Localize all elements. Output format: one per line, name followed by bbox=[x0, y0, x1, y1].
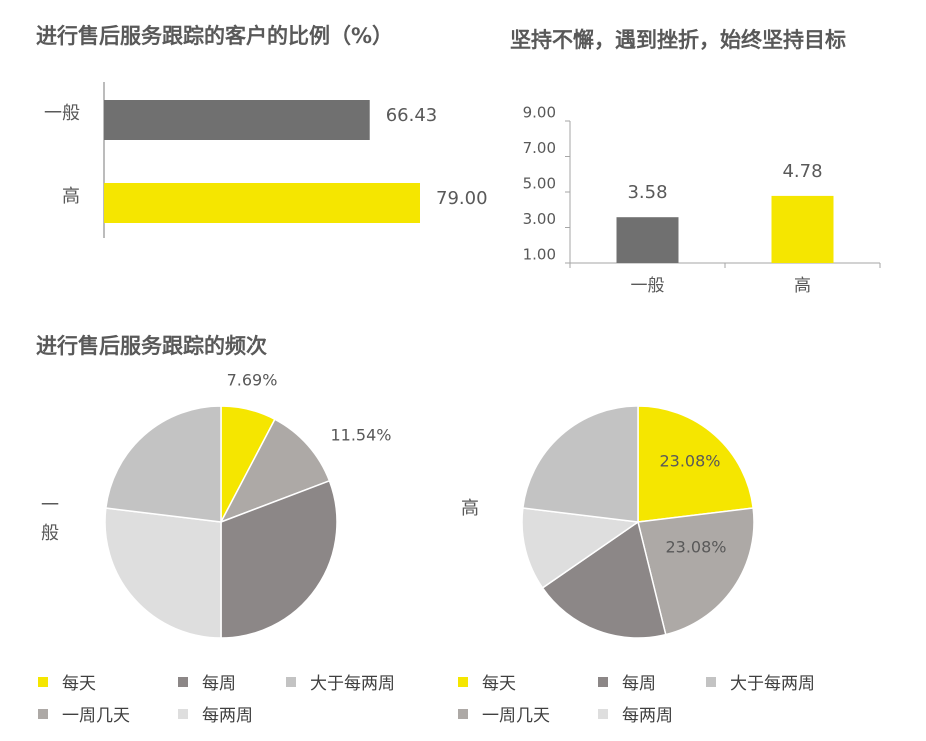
pie2-group-label: 高 bbox=[461, 498, 479, 519]
right-legend-label: 一周几天 bbox=[482, 706, 550, 726]
chart2-value-label-1: 4.78 bbox=[782, 161, 822, 182]
left-legend-label: 每周 bbox=[202, 674, 236, 694]
pie1-slice-2 bbox=[220, 479, 338, 639]
pie1-slice-3 bbox=[104, 507, 222, 639]
right-legend-item: 大于每两周 bbox=[706, 669, 815, 694]
right-legend-label: 每天 bbox=[482, 674, 516, 694]
pie1-group-label-char-0: 一 bbox=[41, 495, 59, 516]
left-legend-swatch bbox=[178, 676, 188, 687]
pie2-slice-4 bbox=[522, 405, 639, 523]
chart2-category-label-1: 高 bbox=[794, 276, 811, 296]
charts-canvas: 66.43 一般 79.00 高 1.00 3.00 5.00 7.00 9.00 3.58 一般 4… bbox=[41, 82, 881, 639]
right-legend-swatch bbox=[458, 708, 468, 719]
chart2-ytick-label-1: 3.00 bbox=[523, 210, 556, 228]
left-legend-item: 每天 bbox=[38, 669, 96, 694]
right-legend-label: 大于每两周 bbox=[730, 674, 815, 694]
left-legend-swatch bbox=[286, 676, 296, 687]
chart2-ytick-label-3: 7.00 bbox=[523, 139, 556, 157]
left-legend-swatch bbox=[178, 708, 188, 719]
pie2-value-label-0: 23.08% bbox=[659, 452, 720, 471]
right-legend-swatch bbox=[458, 676, 468, 687]
left-legend-swatch bbox=[38, 676, 48, 687]
right-legend-item: 一周几天 bbox=[458, 701, 550, 726]
left-legend-item: 每周 bbox=[178, 669, 236, 694]
pie2-value-label-1: 23.08% bbox=[665, 538, 726, 557]
right-legend-label: 每两周 bbox=[622, 706, 673, 726]
chart2-bar-0 bbox=[616, 217, 679, 263]
chart2-ytick-label-4: 9.00 bbox=[523, 104, 556, 122]
right-legend-swatch bbox=[598, 676, 608, 687]
right-legend-item: 每天 bbox=[458, 669, 516, 694]
chart2-category-label-0: 一般 bbox=[631, 276, 665, 296]
left-legend-label: 大于每两周 bbox=[310, 674, 395, 694]
chart2-value-label-0: 3.58 bbox=[627, 182, 667, 203]
chart1-value-label-0: 66.43 bbox=[386, 105, 438, 126]
left-legend-label: 一周几天 bbox=[62, 706, 130, 726]
pie2-slice-1 bbox=[637, 507, 755, 636]
left-legend-item: 每两周 bbox=[178, 701, 253, 726]
chart1-title: 进行售后服务跟踪的客户的比例（%） bbox=[36, 24, 394, 48]
pie1-group-label-char-1: 般 bbox=[41, 523, 59, 544]
chart3-title: 进行售后服务跟踪的频次 bbox=[36, 334, 267, 358]
pie1-slice-1 bbox=[219, 418, 331, 524]
left-legend-item: 一周几天 bbox=[38, 701, 130, 726]
chart1-value-label-1: 79.00 bbox=[436, 188, 488, 209]
left-legend-swatch bbox=[38, 708, 48, 719]
left-legend-item: 大于每两周 bbox=[286, 669, 395, 694]
pie2-slice-0 bbox=[637, 405, 754, 523]
chart1-category-label-0: 一般 bbox=[44, 103, 80, 124]
left-legend-label: 每两周 bbox=[202, 706, 253, 726]
pie2-slice-3 bbox=[521, 507, 641, 589]
chart1-bar-1 bbox=[104, 183, 420, 223]
chart2-title: 坚持不懈，遇到挫折，始终坚持目标 bbox=[510, 28, 846, 52]
pie1-slice-4 bbox=[105, 405, 222, 523]
chart2-bar-1 bbox=[771, 195, 834, 263]
right-legend-label: 每周 bbox=[622, 674, 656, 694]
chart1-category-label-1: 高 bbox=[62, 186, 80, 207]
chart2-ytick-label-0: 1.00 bbox=[523, 246, 556, 264]
pie2-slice-2 bbox=[541, 520, 667, 639]
pie1-value-label-0: 7.69% bbox=[227, 371, 278, 390]
right-legend-item: 每两周 bbox=[598, 701, 673, 726]
pie1-value-label-1: 11.54% bbox=[330, 426, 391, 445]
right-legend-swatch bbox=[706, 676, 716, 687]
left-legend-label: 每天 bbox=[62, 674, 96, 694]
right-legend-swatch bbox=[598, 708, 608, 719]
chart2-ytick-label-2: 5.00 bbox=[523, 175, 556, 193]
chart1-bar-0 bbox=[104, 100, 370, 140]
right-legend-item: 每周 bbox=[598, 669, 656, 694]
